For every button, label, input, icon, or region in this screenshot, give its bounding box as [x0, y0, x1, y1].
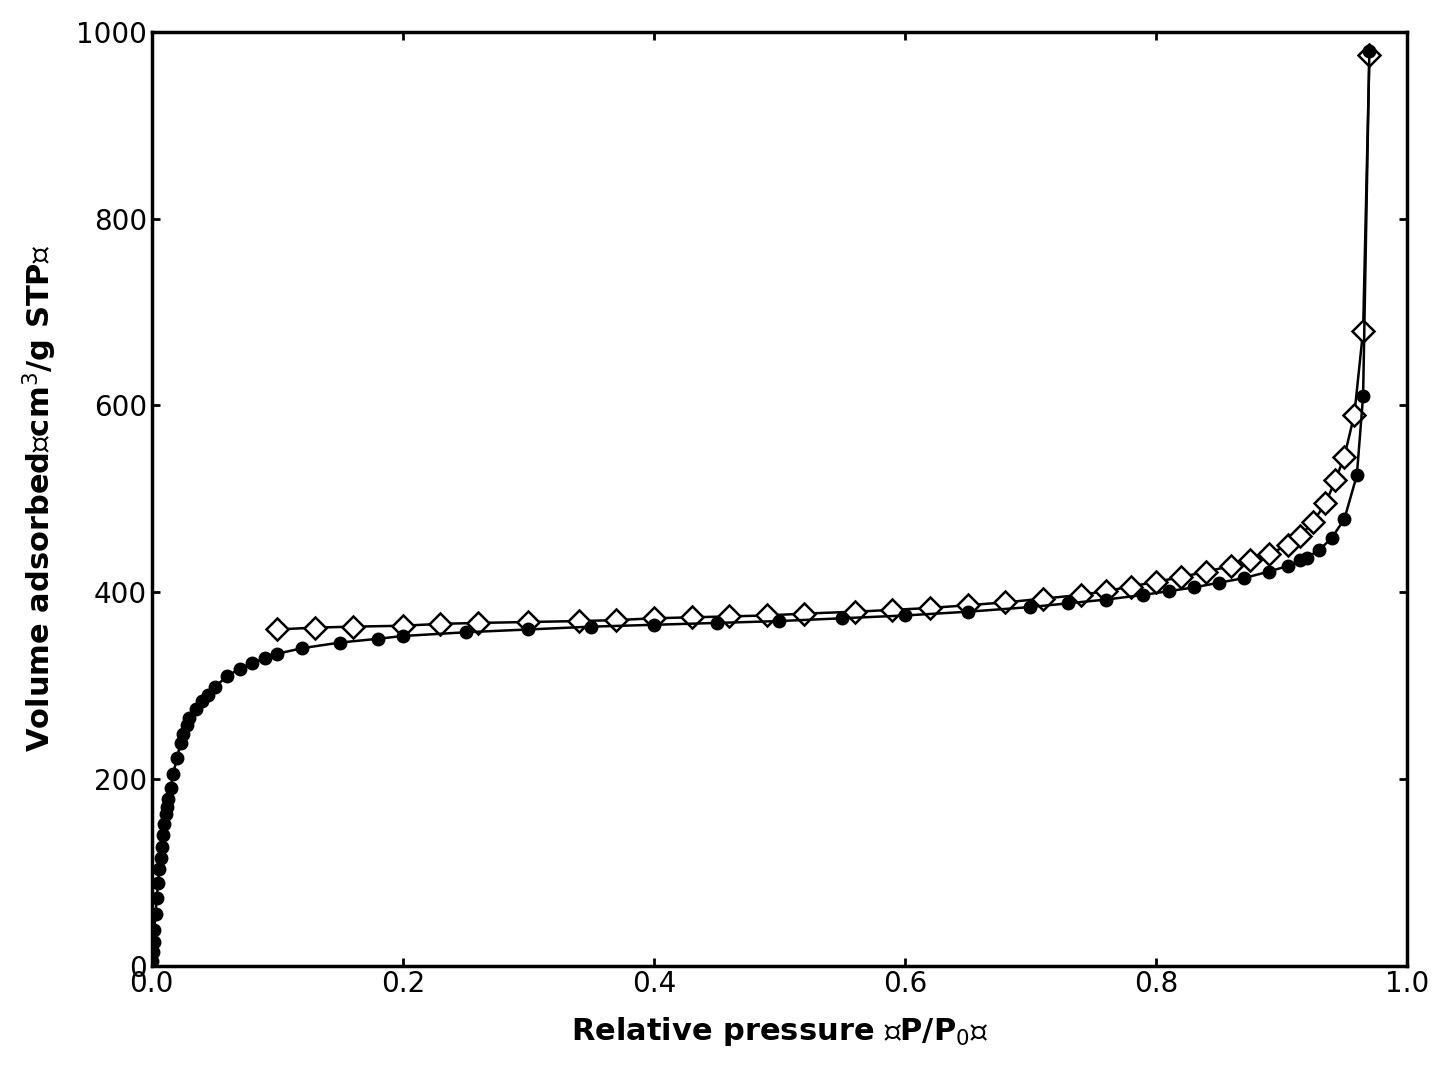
Y-axis label: Volume adsorbed（cm$^3$/g STP）: Volume adsorbed（cm$^3$/g STP）: [20, 245, 59, 753]
X-axis label: Relative pressure （P/P$_0$）: Relative pressure （P/P$_0$）: [571, 1016, 987, 1049]
